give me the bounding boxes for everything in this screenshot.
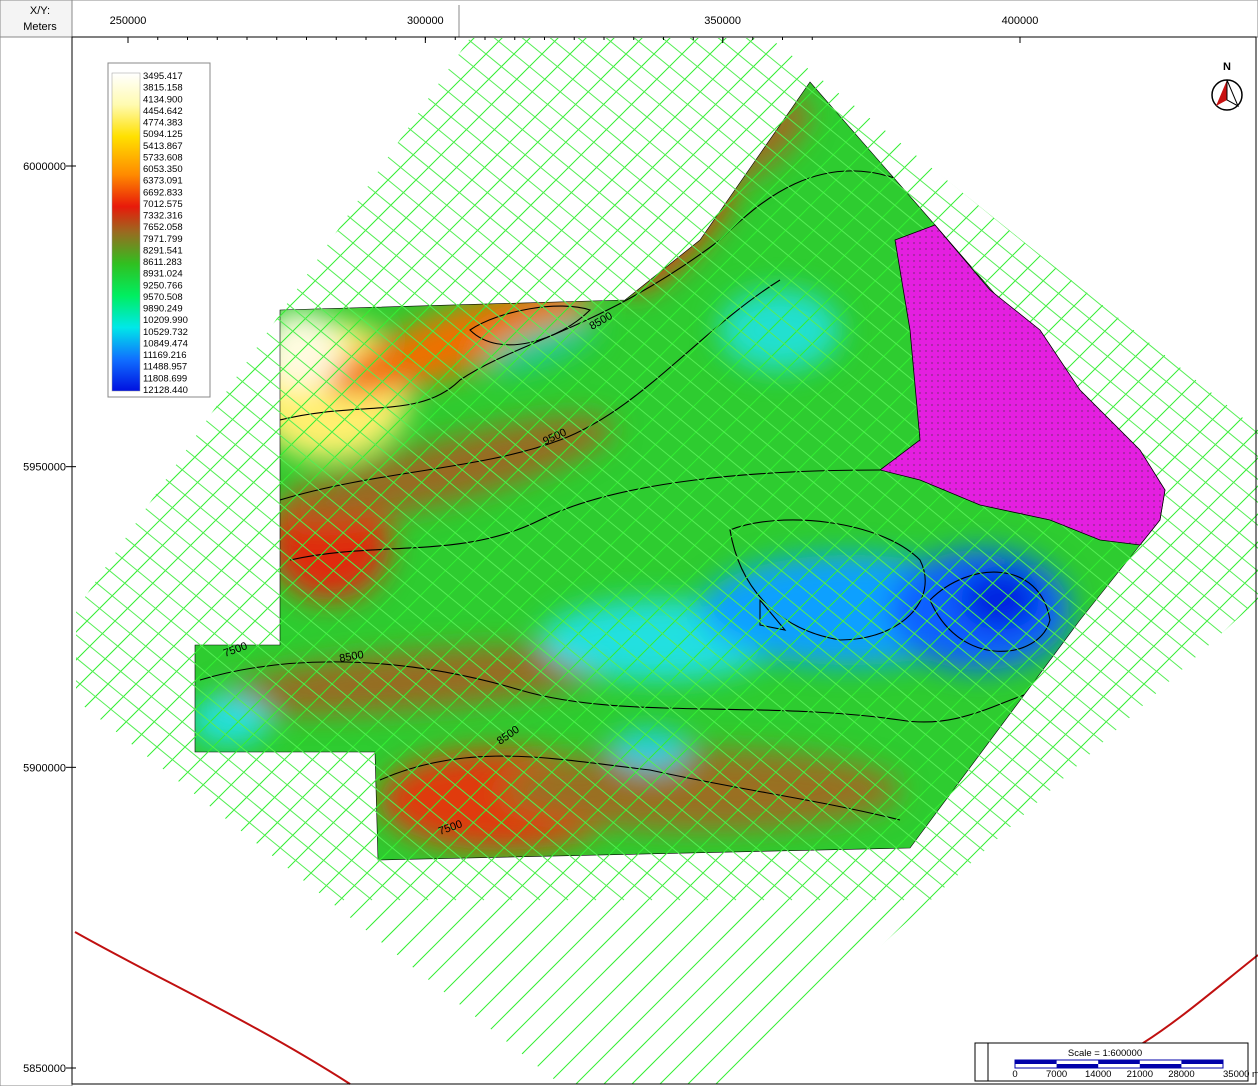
- legend-value: 5413.867: [143, 141, 183, 152]
- survey-outline: [194, 81, 1166, 861]
- legend-value: 8931.024: [143, 269, 183, 280]
- corner-label: Meters: [23, 21, 57, 33]
- legend-value: 9570.508: [143, 292, 183, 303]
- scale-tick-label: 21000: [1127, 1069, 1153, 1080]
- legend-value: 6053.350: [143, 164, 183, 175]
- x-tick-label: 350000: [704, 15, 741, 27]
- legend-value: 4774.383: [143, 118, 183, 129]
- scale-tick-label: 0: [1012, 1069, 1017, 1080]
- legend-value: 6373.091: [143, 176, 183, 187]
- y-tick-label: 5900000: [23, 762, 66, 774]
- x-tick-label: 400000: [1002, 15, 1039, 27]
- legend-value: 7652.058: [143, 222, 183, 233]
- legend-value: 4134.900: [143, 94, 183, 105]
- legend-value: 3495.417: [143, 71, 183, 82]
- north-label: N: [1223, 61, 1231, 73]
- legend-value: 7971.799: [143, 234, 183, 245]
- x-tick-label: 250000: [110, 15, 147, 27]
- y-ruler: [0, 36, 73, 1086]
- legend-value: 11808.699: [143, 373, 187, 384]
- boundary-line: [1139, 954, 1258, 1046]
- legend-value: 10209.990: [143, 315, 188, 326]
- corner-label: X/Y:: [30, 5, 50, 17]
- contour-label: 8500: [338, 649, 364, 665]
- legend-value: 10849.474: [143, 338, 188, 349]
- scale-title: Scale = 1:600000: [1068, 1048, 1142, 1059]
- legend-value: 5094.125: [143, 129, 183, 140]
- north-arrow: N: [1211, 61, 1243, 111]
- legend-value: 5733.608: [143, 152, 183, 163]
- legend-value: 8611.283: [143, 257, 182, 268]
- y-tick-label: 5950000: [23, 462, 66, 474]
- legend-value: 7332.316: [143, 211, 183, 222]
- legend-value: 11169.216: [143, 350, 187, 361]
- legend-value: 3815.158: [143, 83, 183, 94]
- y-tick-label: 5850000: [23, 1063, 66, 1075]
- legend-value: 11488.957: [143, 362, 187, 373]
- y-tick-label: 6000000: [23, 161, 66, 173]
- legend-value: 8291.541: [143, 245, 183, 256]
- legend-value: 7012.575: [143, 199, 183, 210]
- boundary-line: [74, 931, 351, 1085]
- legend-colorbar: [111, 72, 141, 392]
- ruler-corner: [0, 0, 73, 38]
- legend-value: 9890.249: [143, 304, 183, 315]
- legend-value: 10529.732: [143, 327, 188, 338]
- x-ruler: [0, 0, 1258, 38]
- legend-value: 6692.833: [143, 187, 183, 198]
- x-tick-label: 300000: [407, 15, 444, 27]
- legend-value: 12128.440: [143, 385, 188, 396]
- scale-tick-label: 35000 m: [1223, 1069, 1258, 1080]
- scale-tick-label: 7000: [1046, 1069, 1067, 1080]
- scale-bar: Scale = 1:600000 0 7000 14000 21000 28000 350…: [974, 1042, 1258, 1082]
- contours: [199, 170, 1051, 821]
- masked-area: [879, 224, 1166, 546]
- scale-tick-label: 14000: [1085, 1069, 1111, 1080]
- legend-value: 9250.766: [143, 280, 183, 291]
- legend-value: 4454.642: [143, 106, 183, 117]
- scale-tick-label: 28000: [1168, 1069, 1194, 1080]
